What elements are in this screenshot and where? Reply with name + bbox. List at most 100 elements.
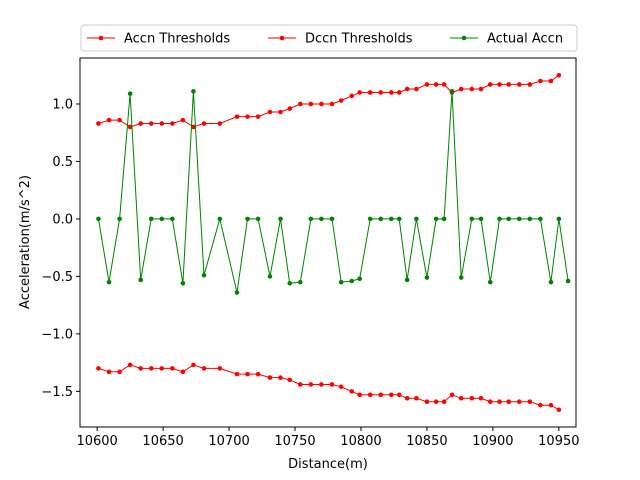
y-tick-label: −0.5 [41,270,73,285]
x-tick-label: 10800 [340,434,381,449]
data-point [138,366,143,371]
data-point [267,274,273,279]
data-point [389,392,394,398]
data-point [191,89,196,94]
x-axis-label: Distance(m) [288,457,368,472]
data-point [469,216,475,222]
data-point [506,399,512,405]
data-point [297,101,303,107]
data-point [287,106,293,111]
data-point [458,395,464,401]
x-tick-label: 10850 [406,434,447,449]
y-axis-label: Acceleration(m/s^2) [18,175,33,309]
data-point [287,281,293,286]
data-point [338,384,344,390]
data-point [433,399,439,405]
data-point [478,395,484,401]
data-point [148,216,154,222]
data-point [378,392,384,398]
data-point [287,377,293,383]
data-point [217,366,223,371]
data-point [245,371,250,377]
data-point [516,82,522,87]
data-point [357,276,362,282]
data-point [255,216,261,222]
data-point [424,275,430,280]
legend-label: Accn Thresholds [124,32,230,47]
data-point [308,216,314,222]
data-point [201,121,207,126]
data-point [367,216,373,222]
data-point [449,392,455,398]
data-point [127,362,133,368]
legend-entry: Accn Thresholds [87,32,230,47]
data-point [441,216,447,222]
data-point [527,399,533,405]
data-point [319,382,324,387]
data-point [396,392,402,398]
data-point [180,117,186,123]
data-point [278,375,283,380]
data-point [217,216,223,222]
legend-marker [98,35,104,41]
data-point [117,216,122,222]
data-point [234,371,240,377]
data-point [255,114,261,119]
data-point [487,279,493,285]
x-tick-label: 10700 [208,434,249,449]
data-point [308,382,314,387]
data-point [404,86,410,92]
data-point [180,281,186,286]
data-point [404,395,410,401]
plot-marks [96,72,571,413]
data-point [357,392,362,398]
legend-entry: Actual Accn [450,32,563,47]
data-point [96,216,101,222]
legend: Accn Thresholds Dccn Thresholds Actual Acc… [80,24,578,52]
data-point [148,121,154,126]
y-tick-label: −1.0 [41,327,73,342]
data-point [497,82,502,87]
data-point [106,117,112,123]
legend-entry: Dccn Thresholds [268,32,413,47]
data-point [170,121,175,126]
data-point [389,216,394,222]
data-point [487,82,493,87]
data-point [506,216,512,222]
data-point [96,121,101,126]
series-dccn-thresholds [96,362,562,413]
data-point [319,216,324,222]
data-point [433,216,439,222]
x-tick-label: 10900 [472,434,513,449]
data-point [378,90,384,95]
data-point [357,90,362,95]
y-tick-label: 0.5 [52,155,73,170]
data-point [191,124,196,130]
data-point [217,121,223,126]
x-tick-label: 10600 [76,434,117,449]
data-point [138,277,143,283]
data-point [234,290,240,295]
legend-label: Dccn Thresholds [305,32,413,47]
data-point [441,82,447,87]
data-point [297,279,303,285]
data-point [469,395,475,401]
data-point [106,279,112,285]
data-point [516,399,522,405]
data-point [278,216,283,222]
data-point [414,216,419,222]
y-tick-label: −1.5 [41,385,73,400]
data-point [396,216,402,222]
data-point [234,114,240,119]
data-point [497,399,502,405]
data-point [319,101,324,107]
legend-marker [279,35,285,41]
data-point [329,382,335,387]
data-point [556,407,562,413]
data-point [367,392,373,398]
data-point [396,90,402,95]
data-point [548,279,554,285]
data-point [329,216,335,222]
data-point [338,98,344,103]
data-point [170,216,175,222]
